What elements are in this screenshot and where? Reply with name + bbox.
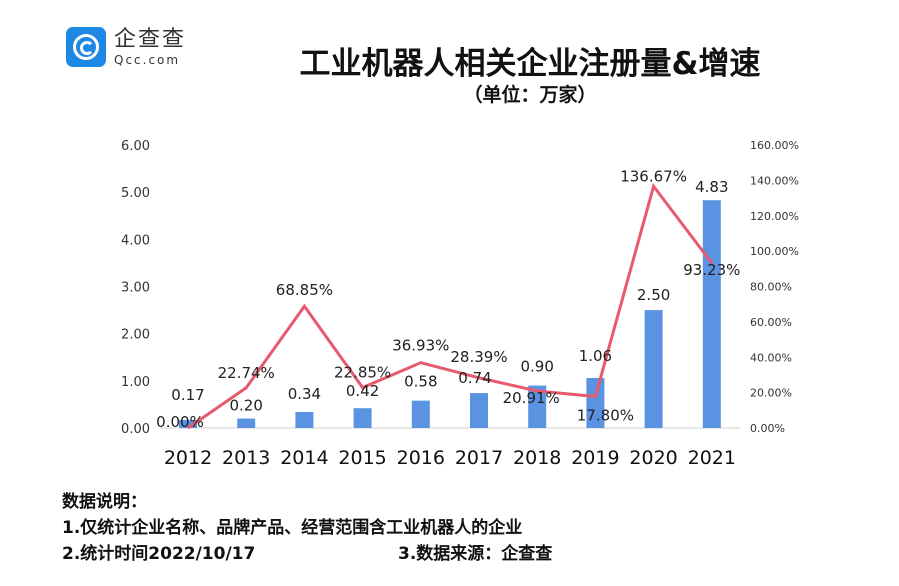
- bar: [470, 393, 488, 428]
- bar-data-label: 0.34: [288, 385, 321, 403]
- line-data-label: 17.80%: [577, 407, 634, 425]
- bar-data-label: 0.42: [346, 382, 379, 400]
- x-tick-label: 2013: [222, 447, 270, 469]
- x-tick-label: 2015: [338, 447, 386, 469]
- bar: [528, 385, 547, 428]
- notes-line3: 3.数据来源：企查查: [398, 544, 553, 564]
- bar-data-label: 1.06: [579, 347, 612, 365]
- bar-data-label: 4.83: [695, 178, 728, 196]
- bar-data-label: 0.20: [229, 397, 262, 415]
- x-tick-label: 2016: [397, 447, 445, 469]
- line-data-label: 36.93%: [392, 337, 449, 355]
- notes-line2: 2.统计时间2022/10/17: [62, 544, 256, 564]
- qcc-logo-icon: [66, 27, 106, 67]
- bar: [295, 411, 314, 428]
- left-tick-label: 4.00: [121, 233, 150, 248]
- right-tick-label: 140.00%: [750, 174, 799, 187]
- bar-data-label: 2.50: [637, 286, 670, 304]
- line-data-label: 22.85%: [334, 364, 391, 382]
- bar: [411, 400, 430, 428]
- chart-subtitle: （单位：万家）: [463, 84, 597, 106]
- x-tick-label: 2014: [280, 447, 328, 469]
- chart-title: 工业机器人相关企业注册量&增速: [299, 46, 761, 82]
- qcc-logo: 企查查 Qcc.com: [66, 27, 186, 67]
- line-data-label: 93.23%: [683, 261, 740, 279]
- right-tick-label: 40.00%: [750, 351, 792, 364]
- line-data-label: 22.74%: [218, 364, 275, 382]
- logo-cn: 企查查: [114, 26, 187, 52]
- left-tick-label: 0.00: [121, 422, 150, 437]
- notes-heading: 数据说明：: [62, 492, 147, 512]
- line-data-label: 136.67%: [620, 167, 687, 185]
- right-tick-label: 160.00%: [750, 139, 799, 152]
- x-tick-label: 2020: [629, 447, 677, 469]
- x-tick-label: 2018: [513, 447, 561, 469]
- left-tick-label: 5.00: [121, 186, 150, 201]
- bar: [644, 310, 663, 428]
- x-tick-label: 2021: [688, 447, 736, 469]
- bar-data-label: 0.17: [171, 386, 204, 404]
- right-tick-label: 120.00%: [750, 210, 799, 223]
- line-data-label: 20.91%: [503, 389, 560, 407]
- growth-line: [187, 182, 713, 430]
- x-tick-label: 2019: [571, 447, 619, 469]
- x-tick-label: 2012: [164, 447, 212, 469]
- x-tick-label: 2017: [455, 447, 503, 469]
- bar-data-label: 0.74: [458, 369, 491, 387]
- left-tick-label: 3.00: [121, 281, 150, 296]
- bar: [179, 419, 197, 428]
- bar: [586, 378, 605, 428]
- right-tick-label: 0.00%: [750, 422, 785, 435]
- bar-data-label: 0.90: [520, 358, 553, 376]
- line-data-label: 0.00%: [156, 413, 204, 431]
- logo-en: Qcc.com: [114, 52, 181, 67]
- line-data-label: 28.39%: [450, 348, 507, 366]
- left-tick-label: 6.00: [121, 139, 150, 154]
- bar-data-label: 0.58: [404, 373, 437, 391]
- right-tick-label: 60.00%: [750, 316, 792, 329]
- notes-line1: 1.仅统计企业名称、品牌产品、经营范围含工业机器人的企业: [62, 518, 523, 538]
- bar: [702, 200, 721, 428]
- left-tick-label: 2.00: [121, 328, 150, 343]
- right-tick-label: 20.00%: [750, 387, 792, 400]
- bar: [237, 418, 256, 428]
- bar: [353, 408, 372, 428]
- left-tick-label: 1.00: [121, 375, 150, 390]
- line-data-label: 68.85%: [276, 281, 333, 299]
- right-tick-label: 80.00%: [750, 281, 792, 294]
- right-tick-label: 100.00%: [750, 245, 799, 258]
